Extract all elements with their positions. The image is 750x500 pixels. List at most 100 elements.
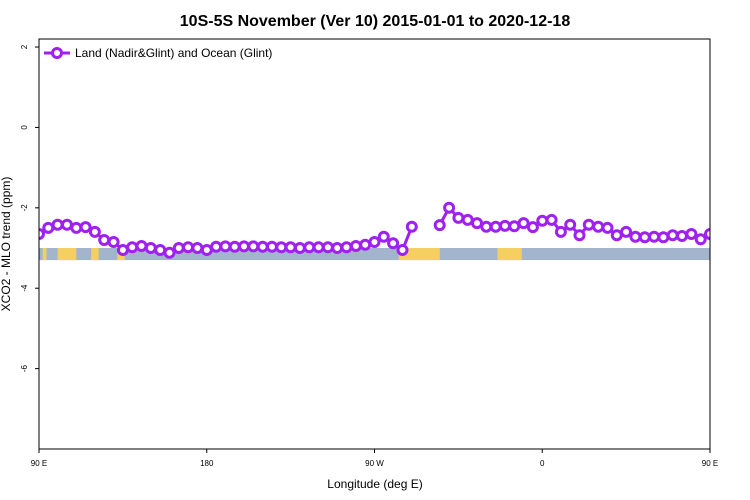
data-point bbox=[256, 240, 269, 253]
data-point bbox=[396, 244, 409, 256]
x-tick-label: 90 W bbox=[365, 459, 384, 468]
y-tick-label: 0 bbox=[20, 125, 29, 130]
data-point bbox=[536, 214, 549, 227]
data-point bbox=[116, 244, 129, 256]
data-point bbox=[321, 241, 334, 254]
y-tick-label: -4 bbox=[20, 284, 29, 292]
data-point bbox=[172, 242, 185, 254]
data-point bbox=[135, 240, 148, 252]
data-point bbox=[526, 221, 539, 234]
data-point bbox=[377, 230, 390, 243]
data-point bbox=[582, 218, 595, 231]
y-axis: 2 0 -2 -4 -6 bbox=[20, 44, 39, 372]
data-point bbox=[499, 219, 511, 232]
data-point bbox=[685, 228, 698, 240]
data-point bbox=[452, 211, 465, 224]
data-point bbox=[517, 217, 530, 230]
data-point bbox=[70, 221, 83, 234]
data-point bbox=[610, 229, 623, 242]
data-point bbox=[79, 221, 92, 234]
x-tick-label: 90 E bbox=[31, 459, 47, 468]
data-point bbox=[182, 241, 195, 254]
data-point bbox=[228, 240, 241, 253]
x-tick-label: 90 E bbox=[702, 459, 718, 468]
data-point bbox=[461, 213, 474, 226]
x-tick-label: 0 bbox=[540, 459, 545, 468]
x-axis-label: Longitude (deg E) bbox=[327, 477, 422, 491]
data-point bbox=[51, 218, 64, 231]
data-point bbox=[724, 221, 733, 230]
plot-area bbox=[39, 201, 750, 261]
data-point bbox=[592, 220, 605, 233]
series-group bbox=[39, 201, 750, 259]
data-point bbox=[359, 238, 372, 251]
map-strip-land bbox=[42, 248, 47, 261]
data-point bbox=[715, 225, 724, 234]
data-point bbox=[284, 241, 297, 254]
data-point bbox=[629, 230, 642, 243]
data-point bbox=[657, 231, 670, 244]
data-point bbox=[238, 240, 250, 253]
data-point bbox=[694, 233, 707, 246]
chart-title: 10S-5S November (Ver 10) 2015-01-01 to 2… bbox=[180, 13, 571, 30]
data-point bbox=[564, 218, 577, 231]
data-point bbox=[433, 219, 446, 232]
data-point bbox=[340, 241, 353, 254]
data-point bbox=[98, 234, 111, 246]
data-point bbox=[471, 217, 483, 230]
data-point bbox=[704, 228, 710, 240]
data-point bbox=[107, 236, 120, 248]
data-point bbox=[554, 225, 567, 238]
data-point bbox=[303, 241, 316, 254]
legend-label: Land (Nadir&Glint) and Ocean (Glint) bbox=[75, 46, 272, 60]
legend-marker bbox=[51, 47, 63, 59]
data-point bbox=[443, 201, 456, 214]
map-strip-land bbox=[57, 248, 77, 261]
data-point bbox=[545, 213, 558, 226]
data-point bbox=[489, 220, 502, 233]
data-point bbox=[387, 237, 400, 250]
data-point bbox=[275, 241, 288, 254]
data-point bbox=[743, 219, 750, 228]
data-point bbox=[620, 225, 633, 238]
data-point bbox=[648, 230, 661, 243]
data-point bbox=[210, 240, 223, 253]
data-point bbox=[666, 229, 679, 242]
data-point bbox=[601, 221, 614, 234]
data-point bbox=[88, 225, 101, 238]
map-strip-land bbox=[91, 248, 99, 261]
data-point bbox=[734, 219, 743, 228]
data-point bbox=[200, 244, 213, 256]
y-tick-label: -6 bbox=[20, 365, 29, 373]
data-point bbox=[42, 221, 55, 234]
data-point bbox=[312, 241, 325, 254]
data-point bbox=[163, 246, 176, 259]
data-point bbox=[638, 231, 651, 244]
data-point bbox=[61, 218, 73, 231]
data-point bbox=[405, 220, 418, 233]
y-tick-label: 2 bbox=[20, 44, 29, 49]
map-strip-land bbox=[398, 248, 440, 261]
data-point bbox=[480, 220, 493, 233]
data-point bbox=[676, 230, 688, 242]
data-point bbox=[368, 236, 381, 248]
data-point bbox=[331, 242, 344, 254]
x-axis: 90 E 180 90 W 0 90 E bbox=[31, 449, 718, 468]
data-point bbox=[573, 229, 586, 242]
data-point bbox=[144, 242, 157, 254]
data-point bbox=[508, 220, 521, 233]
map-strip-land bbox=[497, 248, 522, 261]
data-point bbox=[154, 244, 167, 256]
y-axis-label: XCO2 - MLO trend (ppm) bbox=[0, 177, 13, 312]
data-point bbox=[293, 242, 306, 254]
data-point bbox=[247, 240, 260, 253]
data-point bbox=[219, 240, 232, 253]
y-tick-label: -2 bbox=[20, 204, 29, 212]
data-point bbox=[266, 240, 278, 253]
x-tick-label: 180 bbox=[200, 459, 214, 468]
data-point bbox=[39, 228, 45, 240]
data-point bbox=[349, 240, 362, 252]
legend: Land (Nadir&Glint) and Ocean (Glint) bbox=[44, 46, 272, 60]
data-point bbox=[126, 241, 139, 254]
